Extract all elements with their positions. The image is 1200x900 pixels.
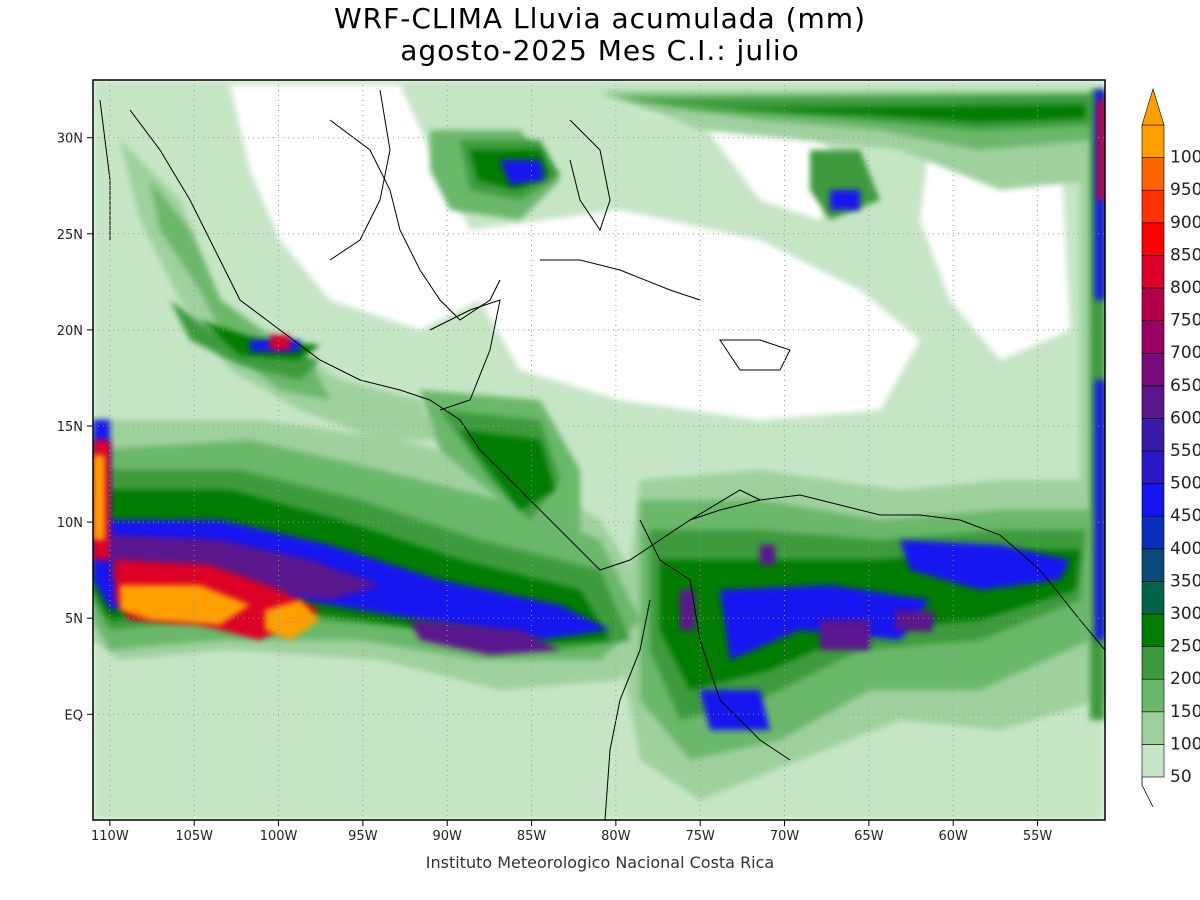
graticule (93, 80, 1105, 820)
colorbar-label: 100 (1170, 734, 1200, 754)
colorbar-swatch (1141, 450, 1165, 484)
colorbar-swatch (1141, 287, 1165, 321)
colorbar-swatch (1141, 222, 1165, 256)
colorbar-label: 700 (1170, 343, 1200, 363)
colorbar: 50 100 150 200 250 300 350 400 450 500 550 600 650 70… (1141, 87, 1200, 808)
plot-frame (92, 79, 1106, 821)
map-title-line2: agosto-2025 Mes C.I.: julio (400, 34, 800, 67)
colorbar-swatch (1141, 581, 1165, 615)
precipitation-field (93, 80, 1105, 820)
colorbar-label: 800 (1170, 278, 1200, 298)
y-tick-label: 20N (57, 324, 83, 339)
colorbar-label: 400 (1170, 539, 1200, 559)
colorbar-swatch (1141, 548, 1165, 582)
y-tick-label: 15N (57, 420, 83, 435)
colorbar-swatch (1141, 157, 1165, 191)
colorbar-label: 950 (1170, 180, 1200, 200)
colorbar-label: 500 (1170, 474, 1200, 494)
colorbar-swatch (1141, 385, 1165, 419)
x-tick-label: 90W (432, 829, 462, 844)
x-tick-label: 70W (770, 829, 800, 844)
colorbar-swatch (1141, 515, 1165, 550)
coastlines (99, 89, 1105, 820)
x-tick-label: 55W (1023, 829, 1053, 844)
colorbar-label: 600 (1170, 408, 1200, 428)
colorbar-swatch (1141, 678, 1165, 713)
x-tick-label: 80W (601, 829, 631, 844)
colorbar-swatch (1141, 352, 1165, 387)
colorbar-label: 250 (1170, 637, 1200, 657)
colorbar-label: 900 (1170, 213, 1200, 233)
colorbar-label: 50 (1170, 767, 1192, 787)
colorbar-swatch (1141, 744, 1165, 778)
colorbar-label: 150 (1170, 702, 1200, 722)
y-tick-label: 5N (65, 612, 83, 627)
colorbar-label: 300 (1170, 604, 1200, 624)
colorbar-swatch (1141, 255, 1165, 289)
colorbar-swatch (1141, 646, 1165, 680)
x-tick-label: 65W (854, 829, 884, 844)
x-tick-label: 60W (938, 829, 968, 844)
x-tick-label: 110W (91, 829, 129, 844)
colorbar-label: 750 (1170, 311, 1200, 331)
colorbar-over-arrow (1141, 87, 1165, 126)
x-tick-label: 100W (260, 829, 298, 844)
x-axis: 110W 105W 100W 95W 90W 85W 80W 75W 70W 65W 60W 55W (91, 820, 1052, 844)
colorbar-swatch (1141, 711, 1165, 745)
colorbar-label: 650 (1170, 376, 1200, 396)
colorbar-swatch (1141, 189, 1165, 224)
colorbar-label: 550 (1170, 441, 1200, 461)
credit-text: Instituto Meteorologico Nacional Costa R… (425, 853, 775, 872)
map-title-line1: WRF-CLIMA Lluvia acumulada (mm) (334, 2, 866, 35)
x-tick-label: 105W (175, 829, 213, 844)
x-tick-label: 85W (517, 829, 547, 844)
y-tick-label: 25N (57, 228, 83, 243)
colorbar-label: 450 (1170, 506, 1200, 526)
colorbar-swatch (1141, 320, 1165, 354)
x-tick-label: 75W (685, 829, 715, 844)
y-axis: 30N 25N 20N 15N 10N 5N EQ (57, 132, 93, 723)
colorbar-swatch (1141, 613, 1165, 647)
y-tick-label: EQ (65, 708, 83, 723)
colorbar-swatch (1141, 418, 1165, 452)
colorbar-under-tail (1141, 777, 1154, 808)
colorbar-label: 1000 (1170, 148, 1200, 168)
y-tick-label: 30N (57, 132, 83, 147)
colorbar-label: 350 (1170, 571, 1200, 591)
colorbar-label: 850 (1170, 245, 1200, 265)
y-tick-label: 10N (57, 516, 83, 531)
colorbar-swatch (1141, 483, 1165, 517)
x-tick-label: 95W (348, 829, 378, 844)
colorbar-label: 200 (1170, 669, 1200, 689)
colorbar-swatch (1141, 124, 1165, 158)
